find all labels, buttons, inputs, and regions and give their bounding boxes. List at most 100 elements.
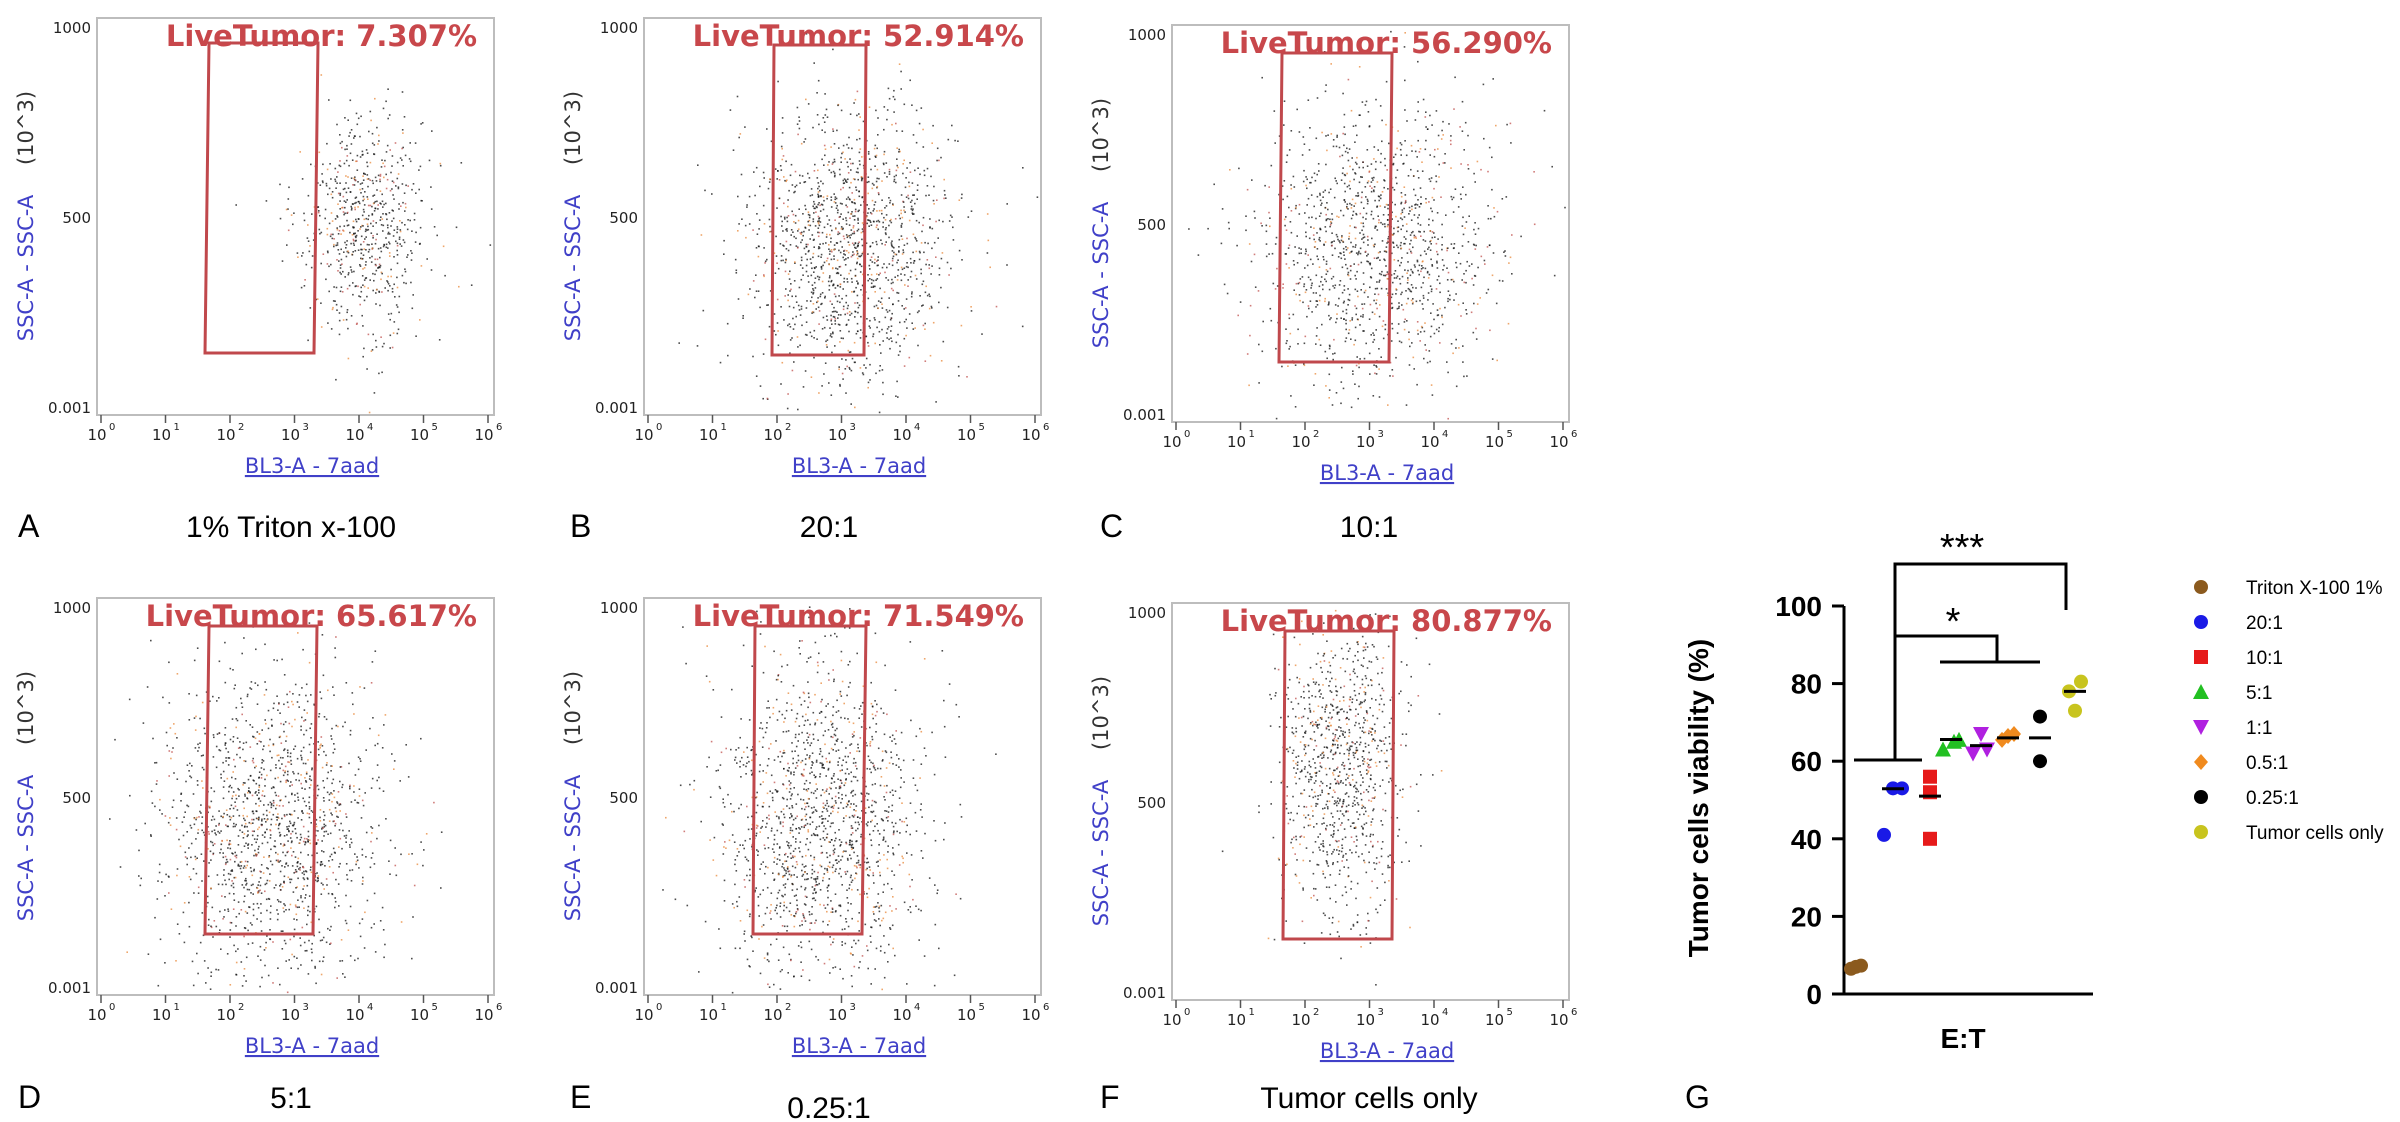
x-tick-exponent: 4 (367, 1002, 373, 1013)
data-point (1854, 958, 1868, 973)
y-tick-label: 500 (1137, 216, 1166, 234)
y-tick-label: 1000 (600, 19, 638, 37)
live-gate (1277, 51, 1394, 364)
x-tick-exponent: 0 (1184, 429, 1190, 440)
x-tick-label: 10 (699, 426, 718, 444)
x-tick-label: 10 (1021, 426, 1040, 444)
x-tick-label: 10 (1549, 1011, 1568, 1029)
x-tick-label: 10 (1549, 433, 1568, 451)
y-axis-unit: (10^3) (14, 91, 38, 165)
y-tick-label: 100 (1775, 591, 1822, 622)
y-tick-label: 1000 (53, 599, 91, 617)
y-axis-unit: (10^3) (1089, 98, 1113, 172)
x-axis-label: BL3-A - 7aad (245, 454, 379, 478)
y-axis-ticks: 0 20 40 60 80 100 (1775, 591, 1844, 1010)
panel-caption-b: 20:1 (800, 511, 858, 544)
legend: Triton X-100 1% 20:1 10:1 5:1 1:1 0.5:1 0.25:1… (2193, 578, 2384, 844)
x-tick-exponent: 3 (1378, 1007, 1384, 1018)
panel-letter: G (1685, 1079, 1710, 1115)
live-gate (751, 624, 868, 936)
x-tick-label: 10 (152, 426, 171, 444)
panel-letter-e: E (570, 1079, 591, 1115)
legend-marker (2194, 580, 2208, 594)
y-axis-label: SSC-A - SSC-A (1089, 201, 1113, 348)
x-tick-exponent: 4 (367, 422, 373, 433)
data-point (2074, 674, 2088, 689)
panel-caption-d: 5:1 (270, 1082, 312, 1115)
series-0 (1844, 958, 1868, 976)
y-axis-unit: (10^3) (14, 671, 38, 745)
gate-label: LiveTumor: 52.914% (693, 19, 1024, 53)
x-tick-label: 10 (474, 426, 493, 444)
x-tick-label: 10 (699, 1006, 718, 1024)
x-tick-exponent: 0 (656, 422, 662, 433)
series-5 (1995, 726, 2021, 748)
y-tick-label: 40 (1791, 824, 1822, 855)
legend-label: Tumor cells only (2246, 823, 2384, 844)
plot-frame (96, 17, 495, 416)
event-dots (109, 622, 443, 994)
x-tick-label: 10 (281, 426, 300, 444)
panel-captions: A 1% Triton x-100 B 20:1 C 10:1 D 5:1 E 0.25:1 F Tu… (18, 508, 1478, 1122)
significance-brackets: *** * (1854, 527, 2068, 762)
legend-label: 10:1 (2246, 648, 2283, 669)
x-tick-exponent: 2 (1313, 429, 1319, 440)
event-dots (1221, 609, 1443, 986)
data-point (1923, 769, 1937, 784)
legend-marker (2194, 615, 2208, 629)
x-tick-exponent: 4 (1442, 429, 1448, 440)
y-axis-label: SSC-A - SSC-A (1089, 779, 1113, 926)
y-tick-label: 1000 (1128, 26, 1166, 44)
x-tick-label: 10 (828, 426, 847, 444)
x-tick-label: 10 (1021, 1006, 1040, 1024)
bracket-triple-star (1893, 562, 2068, 760)
x-tick-label: 10 (216, 1006, 235, 1024)
x-tick-exponent: 1 (721, 422, 727, 433)
x-tick-exponent: 6 (496, 1002, 502, 1013)
y-axis-unit: (10^3) (561, 91, 585, 165)
y-tick-label: 1000 (1128, 604, 1166, 622)
x-tick-label: 10 (957, 426, 976, 444)
x-tick-label: 10 (410, 426, 429, 444)
x-tick-label: 10 (763, 1006, 782, 1024)
x-tick-exponent: 5 (979, 1002, 985, 1013)
legend-marker (2194, 790, 2208, 804)
legend-marker (2193, 720, 2209, 735)
viability-chart: 0 20 40 60 80 100 *** * Tumor cells viability… (1683, 527, 2384, 1115)
data-points (1844, 674, 2088, 976)
x-tick-exponent: 1 (1249, 1007, 1255, 1018)
series-7 (2062, 674, 2088, 718)
significance-label-single: * (1946, 601, 1961, 643)
gate-label: LiveTumor: 71.549% (693, 599, 1024, 633)
x-tick-label: 10 (1291, 1011, 1310, 1029)
legend-label: 1:1 (2246, 718, 2272, 739)
x-axis-label: BL3-A - 7aad (245, 1034, 379, 1058)
gate-label: LiveTumor: 80.877% (1221, 604, 1552, 638)
panel-letter-b: B (570, 508, 591, 544)
panel-letter-c: C (1100, 508, 1123, 544)
x-tick-exponent: 1 (1249, 429, 1255, 440)
plot-frame (96, 597, 495, 996)
y-axis-unit: (10^3) (561, 671, 585, 745)
x-axis-label: BL3-A - 7aad (792, 454, 926, 478)
x-tick-exponent: 6 (1043, 1002, 1049, 1013)
x-tick-exponent: 2 (1313, 1007, 1319, 1018)
legend-label: 0.5:1 (2246, 753, 2288, 774)
x-axis-label: BL3-A - 7aad (792, 1034, 926, 1058)
x-tick-exponent: 0 (109, 422, 115, 433)
legend-marker (2193, 684, 2209, 699)
x-tick-exponent: 3 (850, 1002, 856, 1013)
x-tick-exponent: 5 (1507, 1007, 1513, 1018)
x-axis-label: BL3-A - 7aad (1320, 461, 1454, 485)
x-tick-label: 10 (1227, 433, 1246, 451)
x-tick-exponent: 2 (785, 1002, 791, 1013)
y-tick-label: 500 (609, 789, 638, 807)
x-tick-label: 10 (1227, 1011, 1246, 1029)
panel-letter-f: F (1100, 1079, 1120, 1115)
y-tick-label: 80 (1791, 669, 1822, 700)
y-tick-label: 1000 (600, 599, 638, 617)
y-axis-title: Tumor cells viability (%) (1683, 639, 1714, 957)
y-tick-label: 20 (1791, 901, 1822, 932)
legend-marker (2194, 754, 2208, 770)
y-tick-label: 1000 (53, 19, 91, 37)
